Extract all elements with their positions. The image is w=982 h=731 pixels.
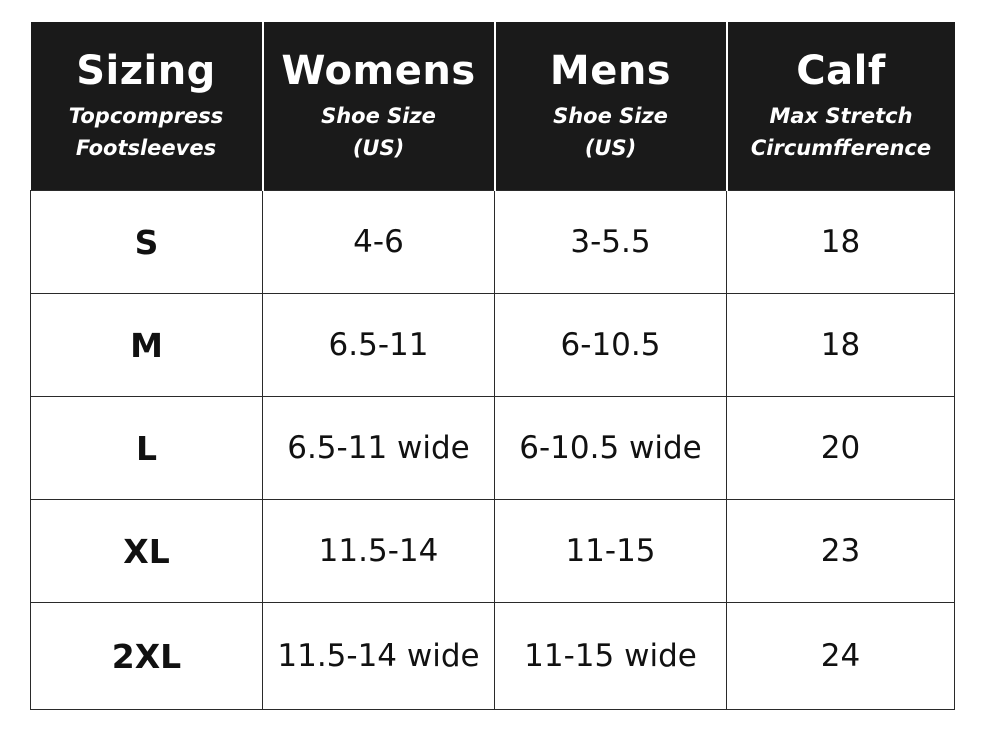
size-cell: S (30, 190, 263, 294)
mens-cell: 11-15 wide (494, 602, 727, 710)
header-title: Womens (281, 48, 476, 94)
calf-cell: 24 (726, 602, 955, 710)
size-cell: 2XL (30, 602, 263, 710)
table-row: 2XL 11.5-14 wide 11-15 wide 24 (30, 602, 955, 710)
table-row: S 4-6 3-5.5 18 (30, 190, 955, 294)
header-subtitle: Topcompress Footsleeves (68, 104, 224, 160)
header-title: Sizing (76, 48, 216, 94)
womens-cell: 11.5-14 wide (262, 602, 495, 710)
calf-cell: 18 (726, 293, 955, 397)
header-title: Mens (549, 48, 672, 94)
header-mens: Mens Shoe Size (US) (493, 22, 727, 191)
header-subtitle: Shoe Size (US) (321, 104, 436, 160)
mens-cell: 3-5.5 (494, 190, 727, 294)
mens-cell: 11-15 (494, 499, 727, 603)
header-subtitle: Max Stretch Circumfference (750, 104, 932, 160)
header-row: Sizing Topcompress Footsleeves Womens Sh… (30, 22, 955, 191)
header-subtitle: Shoe Size (US) (553, 104, 668, 160)
table-row: M 6.5-11 6-10.5 18 (30, 293, 955, 397)
size-chart-table: Sizing Topcompress Footsleeves Womens Sh… (30, 22, 955, 710)
womens-cell: 6.5-11 wide (262, 396, 495, 500)
size-cell: XL (30, 499, 263, 603)
mens-cell: 6-10.5 (494, 293, 727, 397)
calf-cell: 23 (726, 499, 955, 603)
header-title: Calf (796, 48, 886, 94)
womens-cell: 4-6 (262, 190, 495, 294)
size-cell: L (30, 396, 263, 500)
table-row: XL 11.5-14 11-15 23 (30, 499, 955, 603)
calf-cell: 20 (726, 396, 955, 500)
size-cell: M (30, 293, 263, 397)
table-row: L 6.5-11 wide 6-10.5 wide 20 (30, 396, 955, 500)
womens-cell: 11.5-14 (262, 499, 495, 603)
mens-cell: 6-10.5 wide (494, 396, 727, 500)
calf-cell: 18 (726, 190, 955, 294)
header-womens: Womens Shoe Size (US) (261, 22, 495, 191)
header-sizing: Sizing Topcompress Footsleeves (30, 22, 263, 191)
womens-cell: 6.5-11 (262, 293, 495, 397)
header-calf: Calf Max Stretch Circumfference (725, 22, 955, 191)
